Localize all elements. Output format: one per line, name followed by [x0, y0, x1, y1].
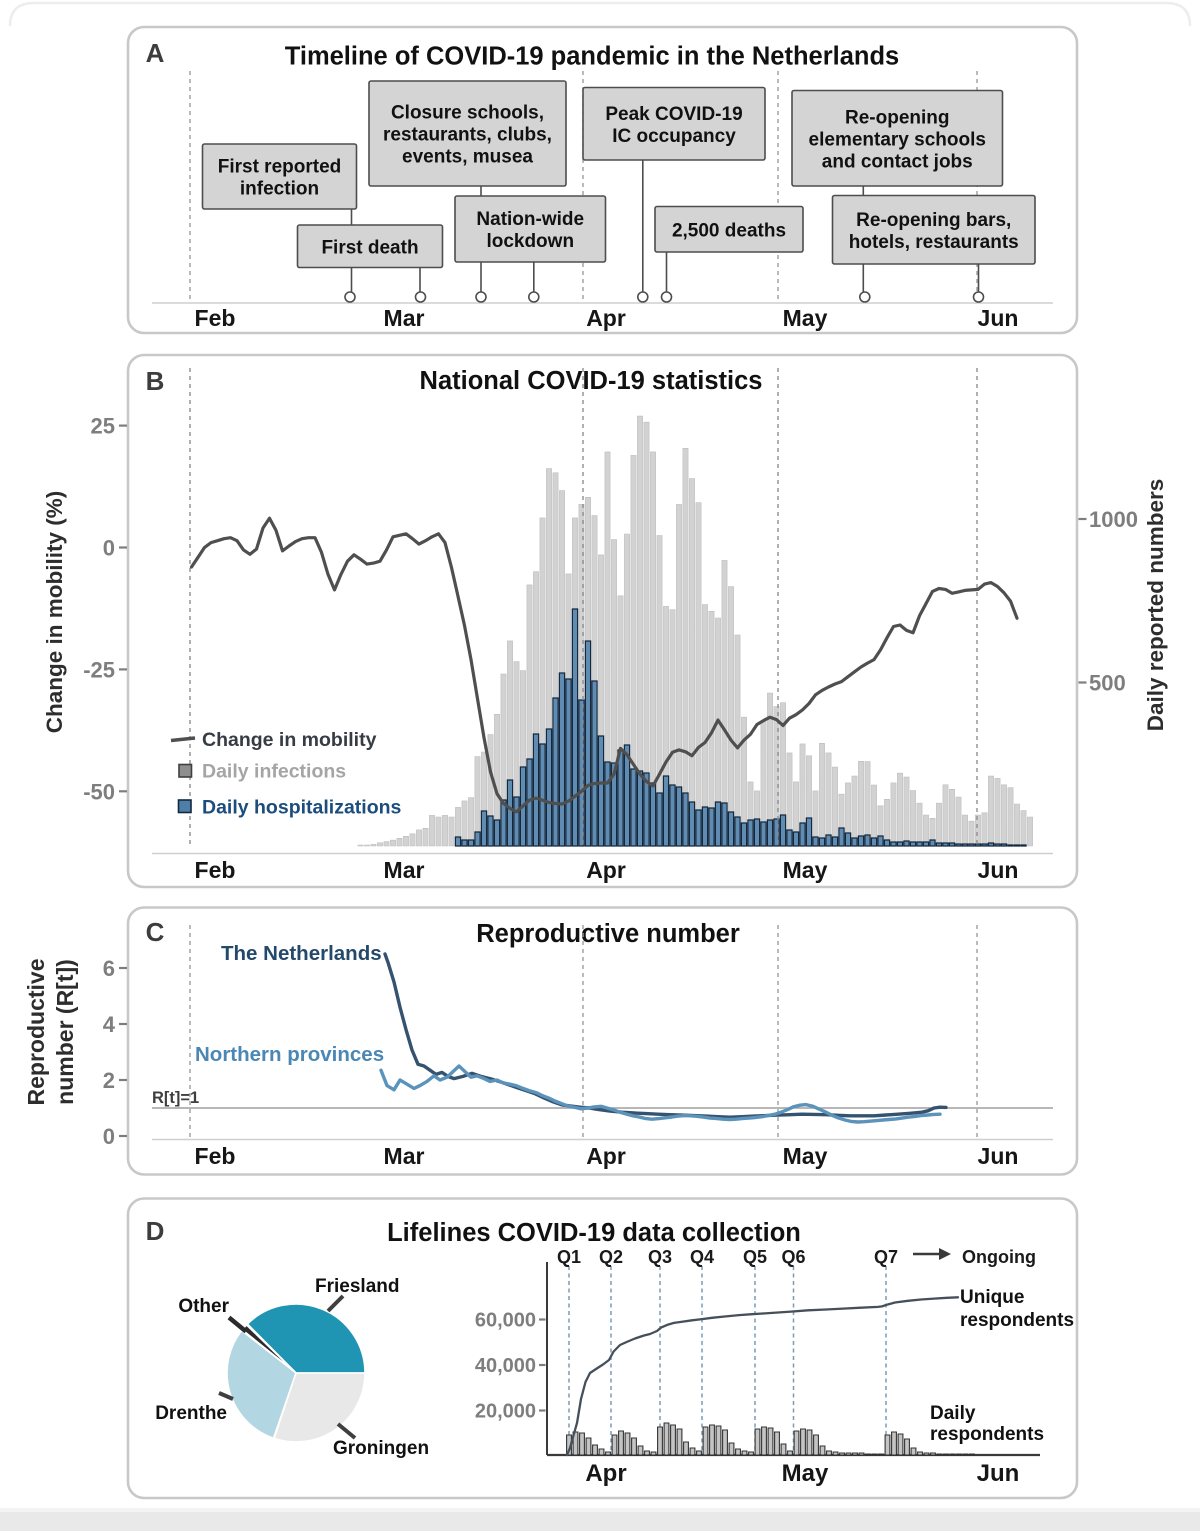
svg-text:hotels, restaurants: hotels, restaurants [849, 232, 1019, 253]
svg-text:Daily reported numbers: Daily reported numbers [1143, 479, 1168, 732]
svg-text:May: May [783, 857, 828, 883]
svg-text:Apr: Apr [585, 1460, 626, 1487]
svg-text:respondents: respondents [930, 1424, 1044, 1445]
svg-text:D: D [146, 1216, 165, 1246]
svg-text:Q7: Q7 [874, 1247, 898, 1267]
svg-text:Nation-wide: Nation-wide [476, 209, 584, 230]
svg-text:Daily infections: Daily infections [202, 761, 346, 783]
svg-text:First reported: First reported [218, 157, 342, 178]
svg-text:Re-opening: Re-opening [845, 107, 950, 128]
svg-text:Lifelines COVID-19 data collec: Lifelines COVID-19 data collection [387, 1219, 801, 1247]
svg-text:B: B [146, 366, 165, 396]
svg-text:Reproductive number: Reproductive number [476, 920, 740, 948]
svg-text:60,000: 60,000 [475, 1310, 536, 1332]
svg-text:Q5: Q5 [743, 1247, 767, 1267]
svg-text:Q3: Q3 [648, 1247, 672, 1267]
svg-text:number (R[t]): number (R[t]) [52, 959, 78, 1105]
svg-text:40,000: 40,000 [475, 1355, 536, 1377]
svg-text:IC occupancy: IC occupancy [612, 126, 736, 147]
svg-text:Groningen: Groningen [333, 1438, 429, 1459]
svg-text:Northern provinces: Northern provinces [195, 1043, 384, 1066]
svg-text:Apr: Apr [586, 1143, 626, 1169]
svg-text:0: 0 [103, 1124, 115, 1149]
svg-text:lockdown: lockdown [486, 231, 574, 252]
svg-text:Jun: Jun [978, 305, 1019, 331]
svg-text:Other: Other [178, 1296, 229, 1317]
svg-text:20,000: 20,000 [475, 1401, 536, 1423]
svg-text:Reproductive: Reproductive [23, 959, 49, 1106]
svg-text:events, musea: events, musea [402, 147, 533, 168]
svg-text:0: 0 [103, 536, 115, 561]
svg-text:2: 2 [103, 1068, 115, 1093]
svg-text:Daily hospitalizations: Daily hospitalizations [202, 797, 402, 819]
svg-text:restaurants, clubs,: restaurants, clubs, [383, 125, 552, 146]
svg-text:Jun: Jun [977, 1460, 1020, 1487]
svg-text:-50: -50 [83, 779, 115, 804]
svg-text:-25: -25 [83, 657, 115, 682]
svg-text:Feb: Feb [195, 305, 236, 331]
svg-text:Change in mobility: Change in mobility [202, 729, 377, 751]
svg-text:infection: infection [240, 179, 319, 200]
svg-text:Q1: Q1 [557, 1247, 581, 1267]
svg-text:May: May [783, 305, 828, 331]
svg-text:Peak COVID-19: Peak COVID-19 [605, 104, 742, 125]
svg-text:Closure schools,: Closure schools, [391, 103, 544, 124]
svg-text:and contact jobs: and contact jobs [822, 151, 973, 172]
svg-text:respondents: respondents [960, 1310, 1074, 1331]
svg-text:Mar: Mar [384, 857, 425, 883]
svg-text:2,500 deaths: 2,500 deaths [672, 220, 786, 241]
svg-text:Friesland: Friesland [315, 1276, 399, 1297]
svg-text:Mar: Mar [384, 305, 425, 331]
svg-text:500: 500 [1089, 671, 1126, 696]
svg-text:May: May [782, 1460, 829, 1487]
svg-text:Re-opening bars,: Re-opening bars, [856, 210, 1011, 231]
svg-text:Apr: Apr [586, 857, 626, 883]
svg-text:Q6: Q6 [781, 1247, 805, 1267]
svg-text:Jun: Jun [978, 1143, 1019, 1169]
svg-text:May: May [783, 1143, 828, 1169]
svg-text:Drenthe: Drenthe [155, 1403, 227, 1424]
svg-text:Change in mobility (%): Change in mobility (%) [42, 491, 67, 734]
svg-text:4: 4 [103, 1012, 116, 1037]
svg-text:1000: 1000 [1089, 507, 1138, 532]
svg-text:Mar: Mar [384, 1143, 425, 1169]
svg-text:The Netherlands: The Netherlands [221, 942, 382, 965]
svg-text:A: A [146, 38, 165, 68]
svg-text:Feb: Feb [195, 1143, 236, 1169]
svg-text:25: 25 [91, 414, 115, 439]
svg-text:First death: First death [321, 237, 418, 258]
svg-text:Timeline of COVID-19 pandemic: Timeline of COVID-19 pandemic in the Net… [285, 43, 900, 71]
svg-text:Q2: Q2 [599, 1247, 623, 1267]
svg-text:Jun: Jun [978, 857, 1019, 883]
svg-text:elementary schools: elementary schools [809, 129, 986, 150]
svg-text:R[t]=1: R[t]=1 [152, 1089, 199, 1107]
svg-text:National COVID-19 statistics: National COVID-19 statistics [420, 367, 763, 395]
svg-text:Daily: Daily [930, 1403, 976, 1424]
svg-text:Feb: Feb [195, 857, 236, 883]
svg-text:C: C [146, 917, 165, 947]
svg-text:Q4: Q4 [690, 1247, 714, 1267]
svg-text:6: 6 [103, 956, 115, 981]
svg-text:Ongoing: Ongoing [962, 1247, 1036, 1267]
svg-text:Apr: Apr [586, 305, 626, 331]
svg-text:Unique: Unique [960, 1287, 1024, 1308]
